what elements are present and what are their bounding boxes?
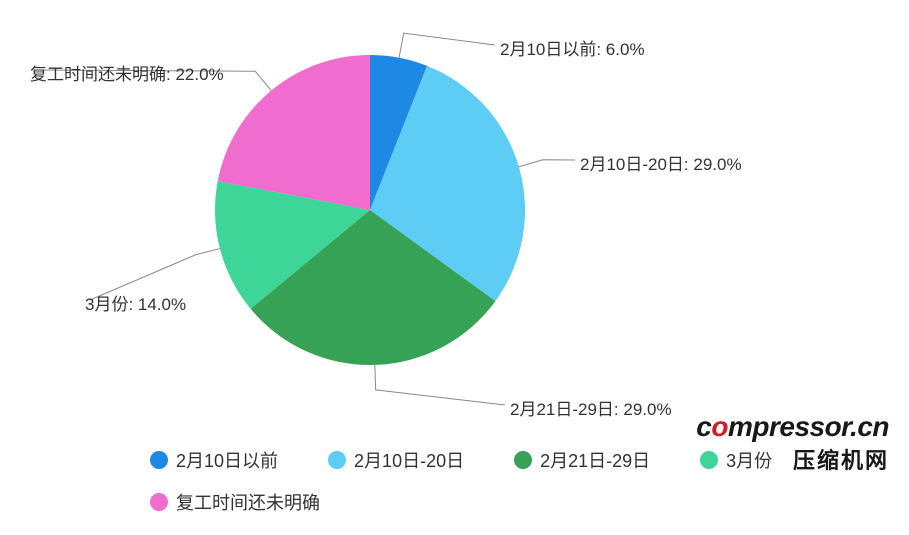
leader-line [519, 160, 575, 167]
leader-line [375, 365, 505, 405]
legend-dot-icon [150, 493, 168, 511]
legend-dot-icon [700, 451, 718, 469]
legend-item-2[interactable]: 2月21日-29日 [514, 447, 650, 473]
slice-label-0: 2月10日以前: 6.0% [500, 35, 645, 60]
pie-slices [215, 55, 525, 365]
legend-label: 2月10日-20日 [354, 447, 464, 473]
legend-dot-icon [150, 451, 168, 469]
slice-label-1: 2月10日-20日: 29.0% [580, 150, 742, 175]
slice-label-3: 3月份: 14.0% [85, 290, 265, 315]
legend-item-1[interactable]: 2月10日-20日 [328, 447, 464, 473]
legend-dot-icon [328, 451, 346, 469]
slice-label-2: 2月21日-29日: 29.0% [510, 395, 672, 420]
chart-legend: 2月10日以前 2月10日-20日 2月21日-29日 3月份 复工时间还未明确 [150, 447, 870, 515]
leader-line [399, 33, 495, 58]
legend-item-0[interactable]: 2月10日以前 [150, 447, 278, 473]
legend-label: 复工时间还未明确 [176, 489, 320, 515]
legend-label: 2月10日以前 [176, 447, 278, 473]
legend-item-3[interactable]: 3月份 [700, 447, 772, 473]
legend-label: 2月21日-29日 [540, 447, 650, 473]
chart-container: { "chart": { "type": "pie", "center_x": … [0, 0, 909, 535]
legend-label: 3月份 [726, 447, 772, 473]
legend-dot-icon [514, 451, 532, 469]
slice-label-4: 复工时间还未明确: 22.0% [30, 60, 210, 85]
legend-item-4[interactable]: 复工时间还未明确 [150, 489, 320, 515]
